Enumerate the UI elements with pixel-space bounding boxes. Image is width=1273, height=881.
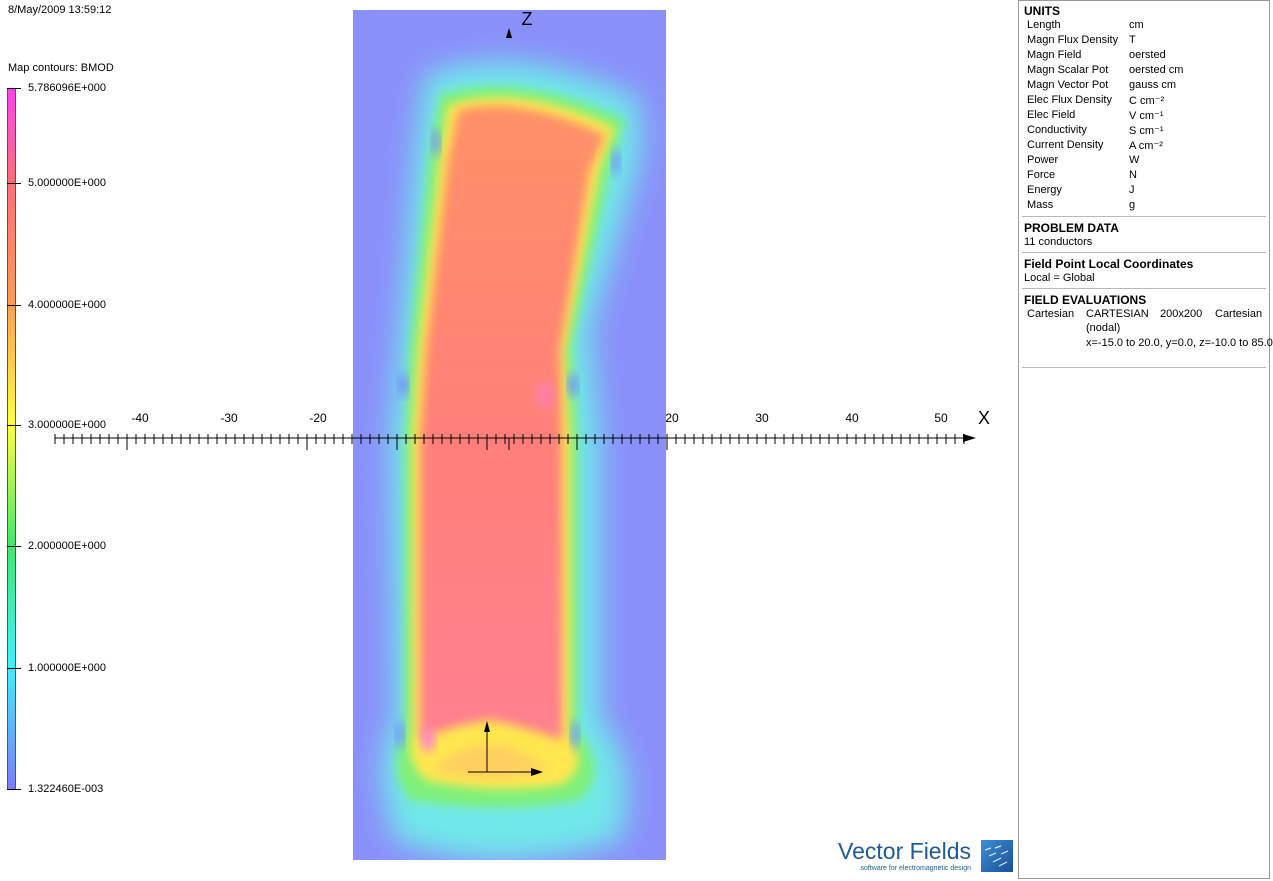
divider	[1022, 288, 1266, 289]
unit-name: Elec Flux Density	[1027, 94, 1112, 106]
z-axis-label: Z	[522, 9, 533, 29]
field-eval-nodal: (nodal)	[1086, 322, 1121, 334]
origin-triad	[468, 721, 543, 776]
field-eval-type: Cartesian	[1027, 308, 1075, 320]
unit-name: Magn Scalar Pot	[1027, 64, 1109, 76]
x-tick-label: 50	[934, 411, 948, 425]
field-eval-resolution: 200x200	[1160, 308, 1203, 320]
unit-name: Current Density	[1027, 139, 1104, 151]
legend-title: Map contours: BMOD	[8, 62, 114, 74]
logo-name: Vector Fields	[838, 838, 971, 864]
triad-z-arrow-icon	[484, 721, 490, 732]
field-eval-title: FIELD EVALUATIONS	[1024, 293, 1147, 307]
field-eval-grid-type: CARTESIAN	[1086, 308, 1149, 320]
unit-value: g	[1129, 199, 1136, 211]
unit-name: Conductivity	[1027, 124, 1087, 136]
logo-tagline: software for electromagnetic design	[860, 865, 972, 872]
triad-x-arrow-icon	[531, 768, 543, 776]
unit-name: Length	[1027, 19, 1061, 31]
x-tick-label: -20	[309, 411, 327, 425]
unit-value: W	[1129, 154, 1140, 166]
x-axis-arrow-icon	[963, 434, 976, 442]
info-panel: UNITS Length cm Magn Flux Density T Magn Fie…	[1018, 0, 1273, 879]
unit-value: oersted cm	[1129, 64, 1184, 76]
field-eval-coords: Cartesian	[1215, 308, 1263, 320]
contour-map	[353, 10, 666, 860]
divider	[1022, 367, 1266, 368]
unit-value: oersted	[1129, 49, 1166, 61]
unit-value: V cm⁻¹	[1129, 110, 1164, 122]
vector-fields-logo-icon	[981, 840, 1013, 872]
unit-value: T	[1129, 34, 1136, 46]
unit-value: gauss cm	[1129, 79, 1177, 91]
divider	[1022, 252, 1266, 253]
z-axis-arrow-icon	[506, 28, 512, 38]
unit-value: S cm⁻¹	[1129, 125, 1164, 137]
local-coords-title: Field Point Local Coordinates	[1024, 257, 1194, 271]
legend-tick	[7, 305, 21, 306]
legend-label: 1.000000E+000	[28, 662, 106, 674]
legend-tick	[7, 789, 21, 790]
problem-data-title: PROBLEM DATA	[1024, 221, 1119, 235]
legend-tick	[7, 546, 21, 547]
legend-label: 1.322460E-003	[28, 783, 104, 795]
x-tick-label: -40	[131, 411, 149, 425]
local-coords-text: Local = Global	[1024, 272, 1095, 284]
divider	[1022, 216, 1266, 217]
z-axis: Z	[506, 9, 533, 450]
legend-tick	[7, 183, 21, 184]
vector-fields-logo: Vector Fields software for electromagnet…	[820, 836, 1015, 876]
x-tick-label: -30	[220, 411, 238, 425]
unit-value: N	[1129, 169, 1137, 181]
legend-tick	[7, 425, 21, 426]
field-map-plot[interactable]: -40 -30 -20 20 30 40 50 X Z	[0, 0, 1010, 881]
problem-data-text: 11 conductors	[1024, 236, 1093, 248]
unit-name: Elec Field	[1027, 109, 1076, 121]
x-tick-label: 20	[665, 411, 679, 425]
legend-label: 2.000000E+000	[28, 540, 106, 552]
unit-name: Magn Vector Pot	[1027, 79, 1109, 91]
x-axis-ticks	[54, 434, 965, 450]
legend-label: 5.000000E+000	[28, 177, 106, 189]
x-axis: -40 -30 -20 20 30 40 50 X	[54, 408, 990, 450]
unit-value: C cm⁻²	[1129, 95, 1165, 107]
x-tick-label: 40	[845, 411, 859, 425]
legend-label: 3.000000E+000	[28, 419, 106, 431]
unit-name: Force	[1027, 169, 1056, 181]
legend-tick	[7, 668, 21, 669]
timestamp: 8/May/2009 13:59:12	[8, 4, 112, 16]
x-axis-label: X	[978, 408, 990, 428]
x-tick-label: 30	[755, 411, 769, 425]
unit-value: J	[1129, 184, 1135, 196]
unit-value: cm	[1129, 19, 1144, 31]
legend-label: 4.000000E+000	[28, 299, 106, 311]
legend-label: 5.786096E+000	[28, 82, 106, 94]
unit-value: A cm⁻²	[1129, 140, 1163, 152]
unit-name: Mass	[1027, 199, 1054, 211]
field-eval-range: x=-15.0 to 20.0, y=0.0, z=-10.0 to 85.0	[1086, 337, 1273, 349]
unit-name: Magn Field	[1027, 49, 1082, 61]
legend-tick	[7, 88, 21, 89]
units-title: UNITS	[1024, 4, 1060, 18]
unit-name: Power	[1027, 154, 1059, 166]
unit-name: Energy	[1027, 184, 1062, 196]
unit-name: Magn Flux Density	[1027, 34, 1119, 46]
